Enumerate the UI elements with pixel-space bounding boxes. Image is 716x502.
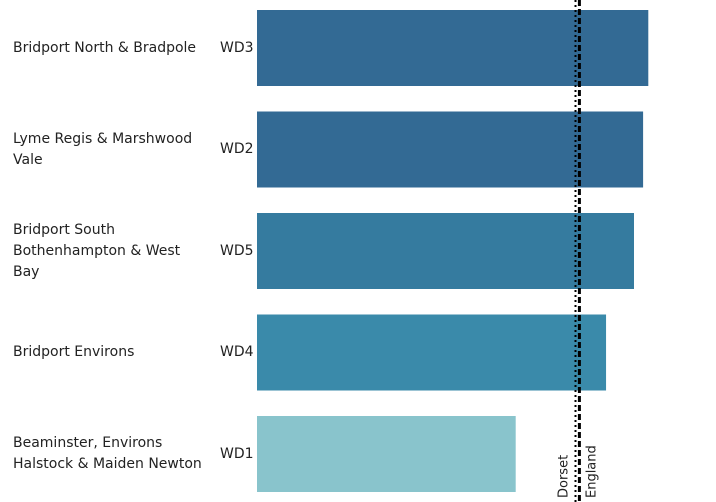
category-name: Bridport Environs [13,344,135,360]
bar [257,111,644,188]
category-name: Beaminster, Environs Halstock & Maiden N… [13,435,202,472]
bar [257,416,516,492]
category-name: Bridport South Bothenhampton & West Bay [13,221,181,280]
category-name: Lyme Regis & Marshwood Vale [13,130,193,168]
bar [257,213,634,289]
bar [257,314,607,391]
reference-label: England [584,445,599,498]
category-code: WD1 [220,445,254,462]
reference-label: Dorset [557,455,572,498]
category-code: WD5 [220,242,254,259]
category-name: Bridport North & Bradpole [13,39,197,56]
category-code: WD3 [220,39,254,56]
bar [257,10,649,86]
category-code: WD4 [220,344,254,360]
category-code: WD2 [220,141,254,157]
